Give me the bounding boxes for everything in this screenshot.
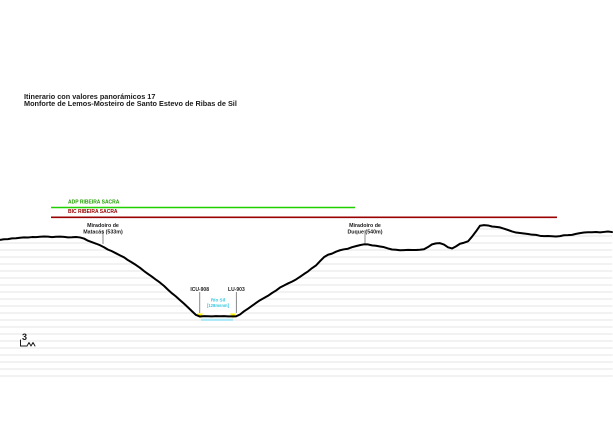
- svg-text:Miradoiro de: Miradoiro de: [349, 223, 381, 229]
- svg-text:Duque (540m): Duque (540m): [347, 230, 382, 236]
- svg-text:BIC RIBEIRA SACRA: BIC RIBEIRA SACRA: [68, 209, 118, 215]
- svg-text:[128msnm]: [128msnm]: [207, 303, 230, 308]
- svg-text:Matacás (533m): Matacás (533m): [83, 230, 123, 236]
- svg-text:LU-903: LU-903: [228, 287, 245, 293]
- svg-text:ICU-908: ICU-908: [190, 287, 209, 293]
- svg-text:Miradoiro de: Miradoiro de: [87, 223, 119, 229]
- svg-text:Río Sil: Río Sil: [211, 298, 225, 303]
- svg-text:3: 3: [22, 332, 27, 342]
- svg-text:ADP RIBEIRA SACRA: ADP RIBEIRA SACRA: [68, 199, 120, 205]
